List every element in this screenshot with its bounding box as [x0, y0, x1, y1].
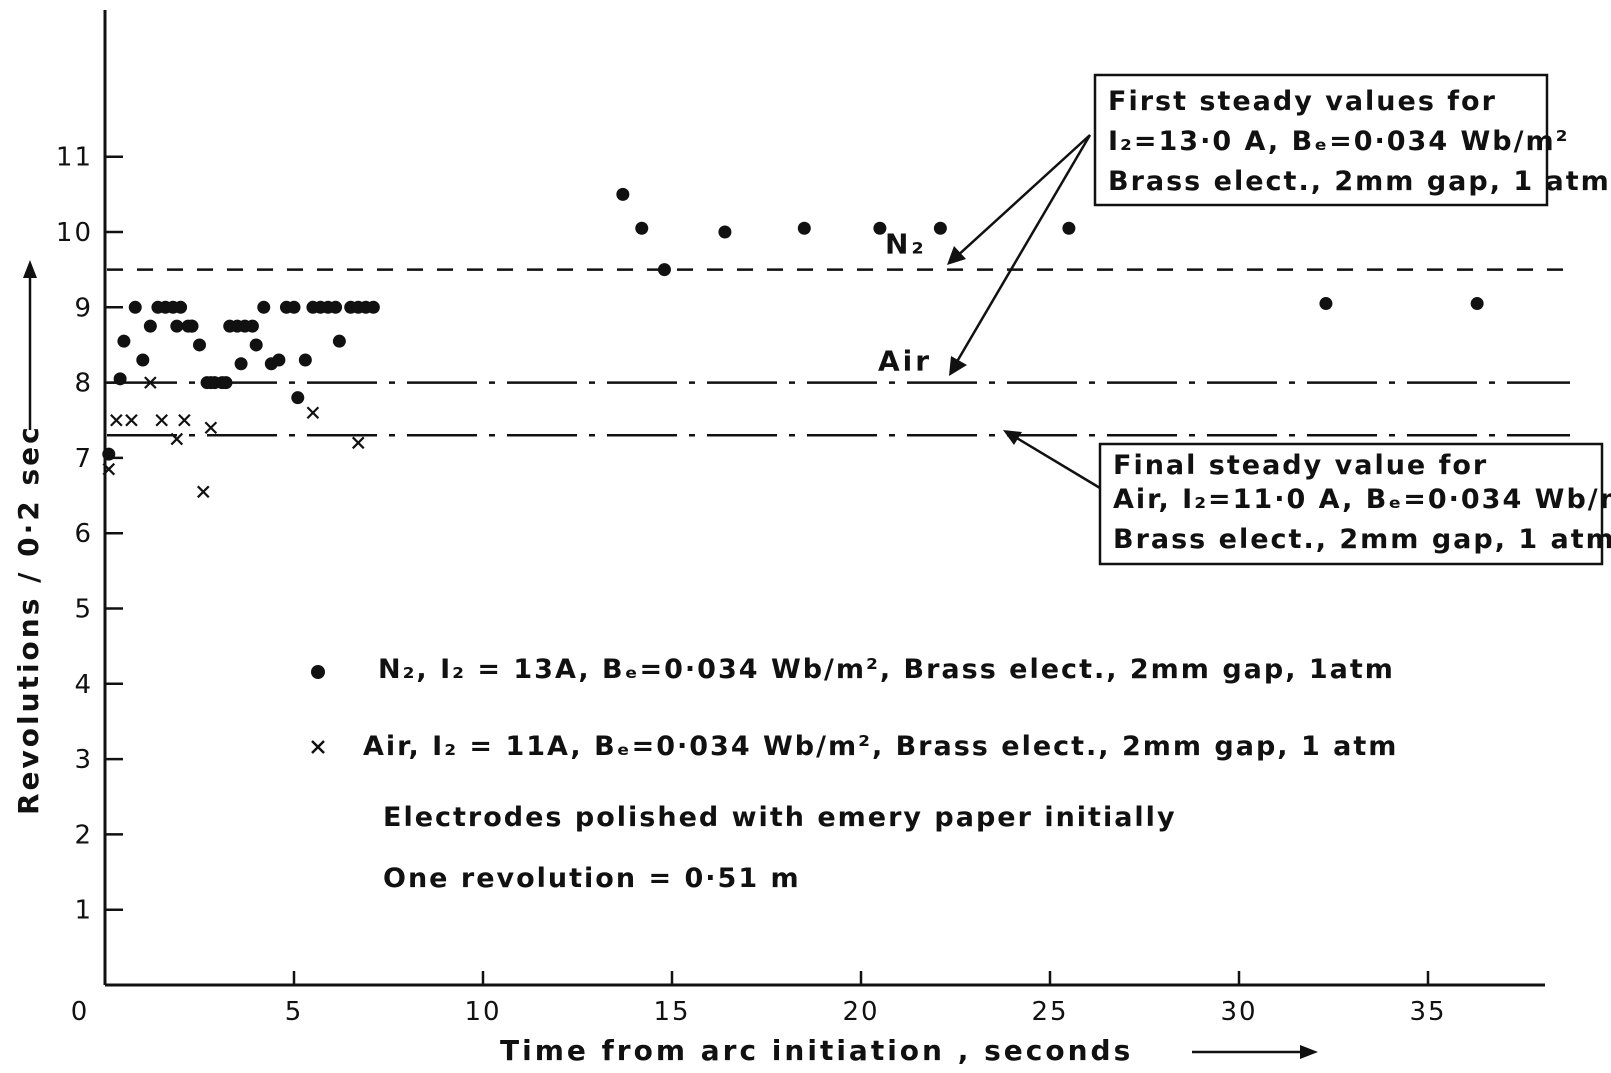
- y-tick-label: 3: [74, 745, 93, 775]
- x-tick-label: 5: [285, 997, 304, 1027]
- axes: [103, 10, 1545, 987]
- y-tick-label: 6: [74, 519, 93, 549]
- n2-data-point: [117, 334, 131, 348]
- n2-data-point: [143, 319, 157, 333]
- y-tick-label: 5: [74, 595, 93, 625]
- n2-data-point: [366, 300, 380, 314]
- n2-data-point: [1319, 297, 1333, 311]
- x-axis-arrow: [1192, 1045, 1318, 1059]
- n2-data-point: [287, 300, 301, 314]
- n2-data-point: [128, 300, 142, 314]
- x-axis-title: Time from arc initiation , seconds: [500, 1034, 1133, 1067]
- final-steady-value-box: Final steady value for Air, I₂=11·0 A, B…: [1098, 442, 1611, 566]
- air-data-point: [110, 413, 123, 427]
- air-data-point: [155, 413, 168, 427]
- reference-line-label: Air: [878, 345, 932, 378]
- final-box-line-3: Brass elect., 2mm gap, 1 atm: [1113, 524, 1611, 555]
- first-steady-values-box: First steady values for I₂=13·0 A, Bₑ=0·…: [1093, 73, 1611, 207]
- first-box-frame: [1093, 73, 1549, 207]
- n2-data-point: [797, 221, 811, 235]
- y-tick-label: 8: [74, 369, 93, 399]
- n2-data-point: [113, 372, 127, 386]
- n2-data-point: [332, 334, 346, 348]
- legend-note-electrodes: Electrodes polished with emery paper ini…: [383, 802, 1177, 833]
- n2-data-point: [245, 319, 259, 333]
- first-box-line-3: Brass elect., 2mm gap, 1 atm: [1108, 166, 1611, 197]
- n2-data-point: [329, 300, 343, 314]
- reference-lines: N₂ Air: [107, 228, 1570, 437]
- x-tick-label: 15: [653, 997, 690, 1027]
- final-box-arrow: [1003, 430, 1101, 490]
- n2-data-point: [635, 221, 649, 235]
- n2-data-point: [272, 353, 286, 367]
- data-points: [102, 187, 1484, 499]
- y-tick-label: 1: [74, 896, 93, 926]
- air-data-point: [204, 421, 218, 435]
- x-tick-label: 10: [464, 997, 501, 1027]
- x-tick-label: 20: [842, 997, 879, 1027]
- n2-data-point: [174, 300, 188, 314]
- x-tick-label: 0: [71, 997, 90, 1027]
- n2-data-point: [234, 357, 248, 371]
- air-data-point: [351, 436, 365, 450]
- x-ticks: 0 5 10 15 20 25 30 35: [71, 971, 1446, 1027]
- n2-data-point: [170, 319, 184, 333]
- n2-data-point: [1062, 221, 1076, 235]
- legend-air-marker: [311, 740, 325, 754]
- y-axis-arrow: [23, 260, 37, 430]
- y-axis-title: Revolutions / 0·2 sec: [12, 424, 45, 815]
- air-data-point: [102, 462, 116, 476]
- n2-data-point: [102, 447, 116, 461]
- legend-n2-marker: [311, 665, 325, 679]
- x-tick-label: 35: [1409, 997, 1446, 1027]
- legend: N₂, I₂ = 13A, Bₑ=0·034 Wb/m², Brass elec…: [311, 654, 1398, 894]
- legend-n2-label: N₂, I₂ = 13A, Bₑ=0·034 Wb/m², Brass elec…: [378, 654, 1395, 685]
- y-tick-label: 10: [56, 218, 93, 248]
- n2-data-point: [1470, 297, 1484, 311]
- n2-data-point: [873, 221, 887, 235]
- x-tick-label: 25: [1031, 997, 1068, 1027]
- n2-data-point: [718, 225, 732, 239]
- first-box-line-2: I₂=13·0 A, Bₑ=0·034 Wb/m²: [1108, 126, 1569, 157]
- air-data-point: [144, 376, 157, 389]
- n2-data-point: [291, 391, 305, 405]
- air-data-point: [125, 413, 138, 427]
- y-tick-label: 11: [56, 143, 93, 173]
- y-ticks: 1 2 3 4 5 6 7 8 9 10 11: [56, 143, 123, 926]
- n2-data-point: [616, 187, 630, 201]
- air-data-point: [170, 432, 184, 446]
- n2-data-point: [657, 263, 671, 277]
- n2-data-point: [185, 319, 199, 333]
- n2-data-point: [136, 353, 150, 367]
- final-box-line-2: Air, I₂=11·0 A, Bₑ=0·034 Wb/m²: [1113, 484, 1611, 515]
- first-box-line-1: First steady values for: [1108, 86, 1497, 117]
- n2-data-point: [933, 221, 947, 235]
- air-data-point: [178, 413, 191, 427]
- n2-data-point: [193, 338, 206, 352]
- legend-note-revolution: One revolution = 0·51 m: [383, 863, 801, 894]
- air-data-point: [197, 485, 210, 499]
- final-box-line-1: Final steady value for: [1113, 450, 1488, 481]
- n2-data-point: [257, 300, 271, 314]
- first-box-arrows: [947, 134, 1092, 376]
- y-tick-label: 2: [74, 820, 93, 850]
- x-tick-label: 30: [1220, 997, 1257, 1027]
- y-tick-label: 7: [74, 444, 93, 474]
- y-tick-label: 4: [74, 670, 93, 700]
- legend-air-label: Air, I₂ = 11A, Bₑ=0·034 Wb/m², Brass ele…: [363, 731, 1398, 762]
- n2-data-point: [219, 376, 233, 390]
- air-data-point: [306, 406, 320, 419]
- y-tick-label: 9: [74, 293, 93, 323]
- n2-data-point: [249, 338, 263, 352]
- reference-line-label: N₂: [885, 228, 927, 261]
- final-box-frame: [1098, 442, 1604, 566]
- n2-data-point: [298, 353, 312, 367]
